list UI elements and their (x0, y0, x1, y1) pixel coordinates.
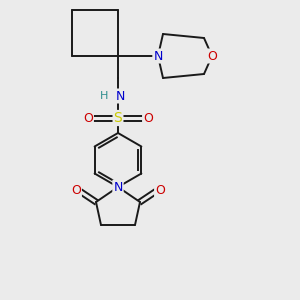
Text: N: N (153, 50, 163, 62)
Text: H: H (100, 91, 108, 101)
Text: S: S (114, 111, 122, 125)
Text: O: O (155, 184, 165, 196)
Text: N: N (115, 89, 125, 103)
Text: O: O (143, 112, 153, 124)
Text: N: N (113, 181, 123, 194)
Text: O: O (71, 184, 81, 196)
Text: O: O (207, 50, 217, 62)
Text: O: O (83, 112, 93, 124)
